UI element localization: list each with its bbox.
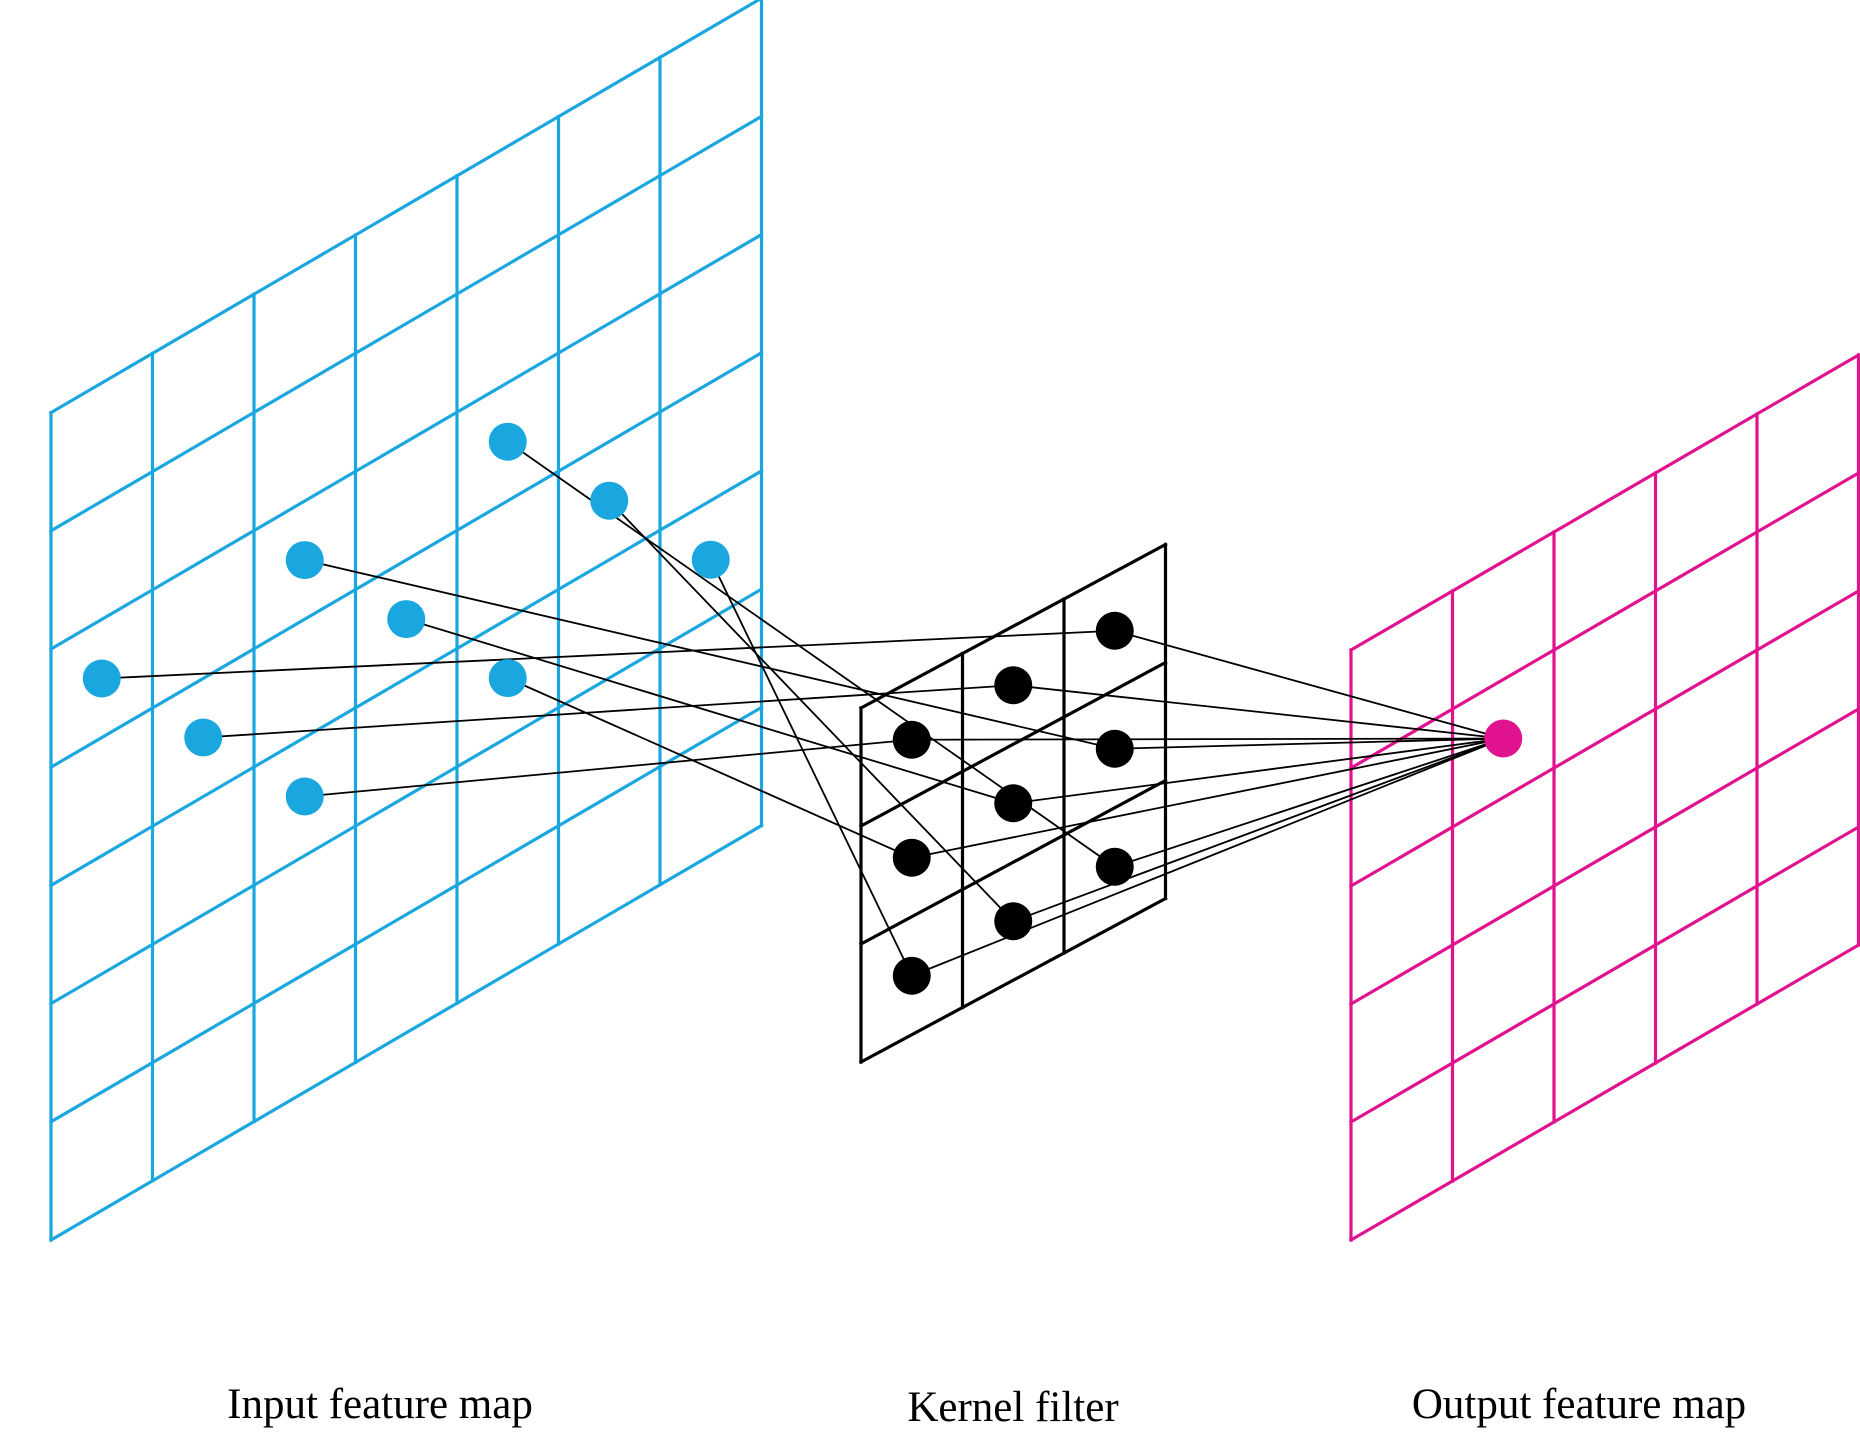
kernel-node bbox=[892, 956, 931, 995]
input-grid-row-line bbox=[48, 114, 764, 533]
kernel-grid-row-line bbox=[858, 896, 1168, 1065]
output-grid-row-line bbox=[1348, 824, 1860, 1125]
kernel-node bbox=[1095, 729, 1134, 768]
kernel-to-output-line bbox=[1114, 737, 1504, 868]
connection-lines bbox=[101, 440, 1504, 977]
kernel-node bbox=[1095, 847, 1134, 886]
input-to-kernel-line bbox=[507, 677, 913, 859]
output-grid-row-line bbox=[1348, 588, 1860, 889]
output-feature-map-grid bbox=[1348, 352, 1860, 1243]
kernel-node bbox=[994, 784, 1033, 823]
input-grid-row-line bbox=[48, 823, 764, 1243]
input-node bbox=[285, 541, 324, 580]
kernel-to-output-line bbox=[911, 737, 1504, 741]
kernel-grid-row-line bbox=[858, 542, 1168, 711]
kernel-filter-grid bbox=[858, 542, 1168, 1065]
kernel-to-output-line bbox=[1114, 737, 1504, 750]
input-feature-map-label: Input feature map bbox=[227, 1381, 533, 1428]
input-grid-row-line bbox=[48, 0, 762, 415]
input-node bbox=[488, 422, 527, 461]
cell-nodes bbox=[82, 422, 1523, 995]
kernel-to-output-line bbox=[1012, 737, 1504, 923]
kernel-to-output-line bbox=[911, 737, 1504, 977]
kernel-node bbox=[994, 902, 1033, 941]
output-feature-map-label: Output feature map bbox=[1411, 1381, 1747, 1428]
input-node bbox=[387, 600, 426, 639]
input-to-kernel-line bbox=[101, 629, 1115, 680]
kernel-node bbox=[892, 838, 931, 877]
input-node bbox=[82, 659, 121, 698]
input-grid-row-line bbox=[48, 350, 764, 770]
kernel-node bbox=[892, 720, 931, 759]
input-grid-row-line bbox=[48, 232, 764, 652]
input-feature-map-grid bbox=[48, 0, 764, 1243]
input-node bbox=[691, 540, 730, 579]
kernel-filter-label: Kernel filter bbox=[907, 1384, 1119, 1431]
output-grid-row-line bbox=[1348, 706, 1860, 1007]
input-grid-row-line bbox=[48, 468, 764, 888]
input-node bbox=[285, 777, 324, 816]
kernel-node bbox=[1095, 611, 1134, 650]
input-to-kernel-line bbox=[304, 738, 912, 798]
input-to-kernel-line bbox=[608, 500, 1014, 922]
kernel-grid-row-line bbox=[858, 778, 1168, 947]
output-node bbox=[1484, 719, 1523, 758]
kernel-to-output-line bbox=[1013, 737, 1504, 805]
output-grid-row-line bbox=[1348, 942, 1860, 1243]
input-to-kernel-line bbox=[304, 559, 1115, 750]
input-node bbox=[184, 718, 223, 757]
input-grid-row-line bbox=[48, 587, 764, 1006]
kernel-to-output-line bbox=[911, 737, 1504, 859]
input-node bbox=[590, 481, 629, 520]
input-to-kernel-line bbox=[709, 559, 913, 977]
output-grid-row-line bbox=[1348, 470, 1860, 771]
kernel-to-output-line bbox=[1114, 629, 1504, 740]
input-node bbox=[488, 659, 527, 698]
kernel-grid-row-line bbox=[858, 660, 1168, 829]
input-grid-row-line bbox=[48, 705, 764, 1124]
output-grid-row-line bbox=[1348, 352, 1860, 653]
kernel-to-output-line bbox=[1013, 684, 1504, 740]
kernel-node bbox=[994, 666, 1033, 705]
input-to-kernel-line bbox=[405, 618, 1014, 805]
